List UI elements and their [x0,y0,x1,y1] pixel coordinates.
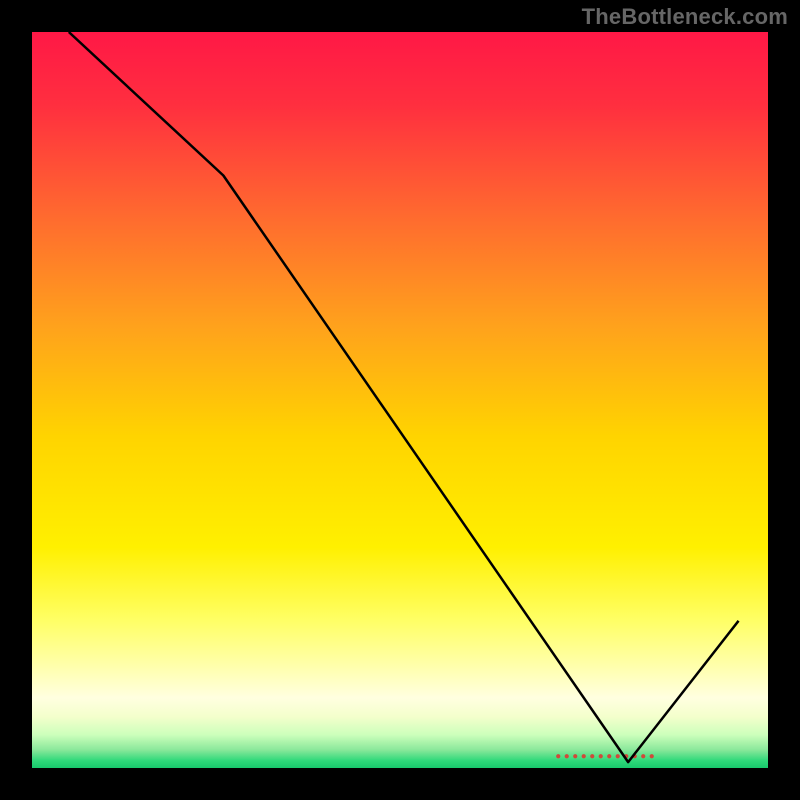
plot-area [32,32,768,768]
chart-container: TheBottleneck.com [0,0,800,800]
gradient-background [32,32,768,768]
watermark-text: TheBottleneck.com [582,4,788,30]
plot-svg [32,32,768,768]
